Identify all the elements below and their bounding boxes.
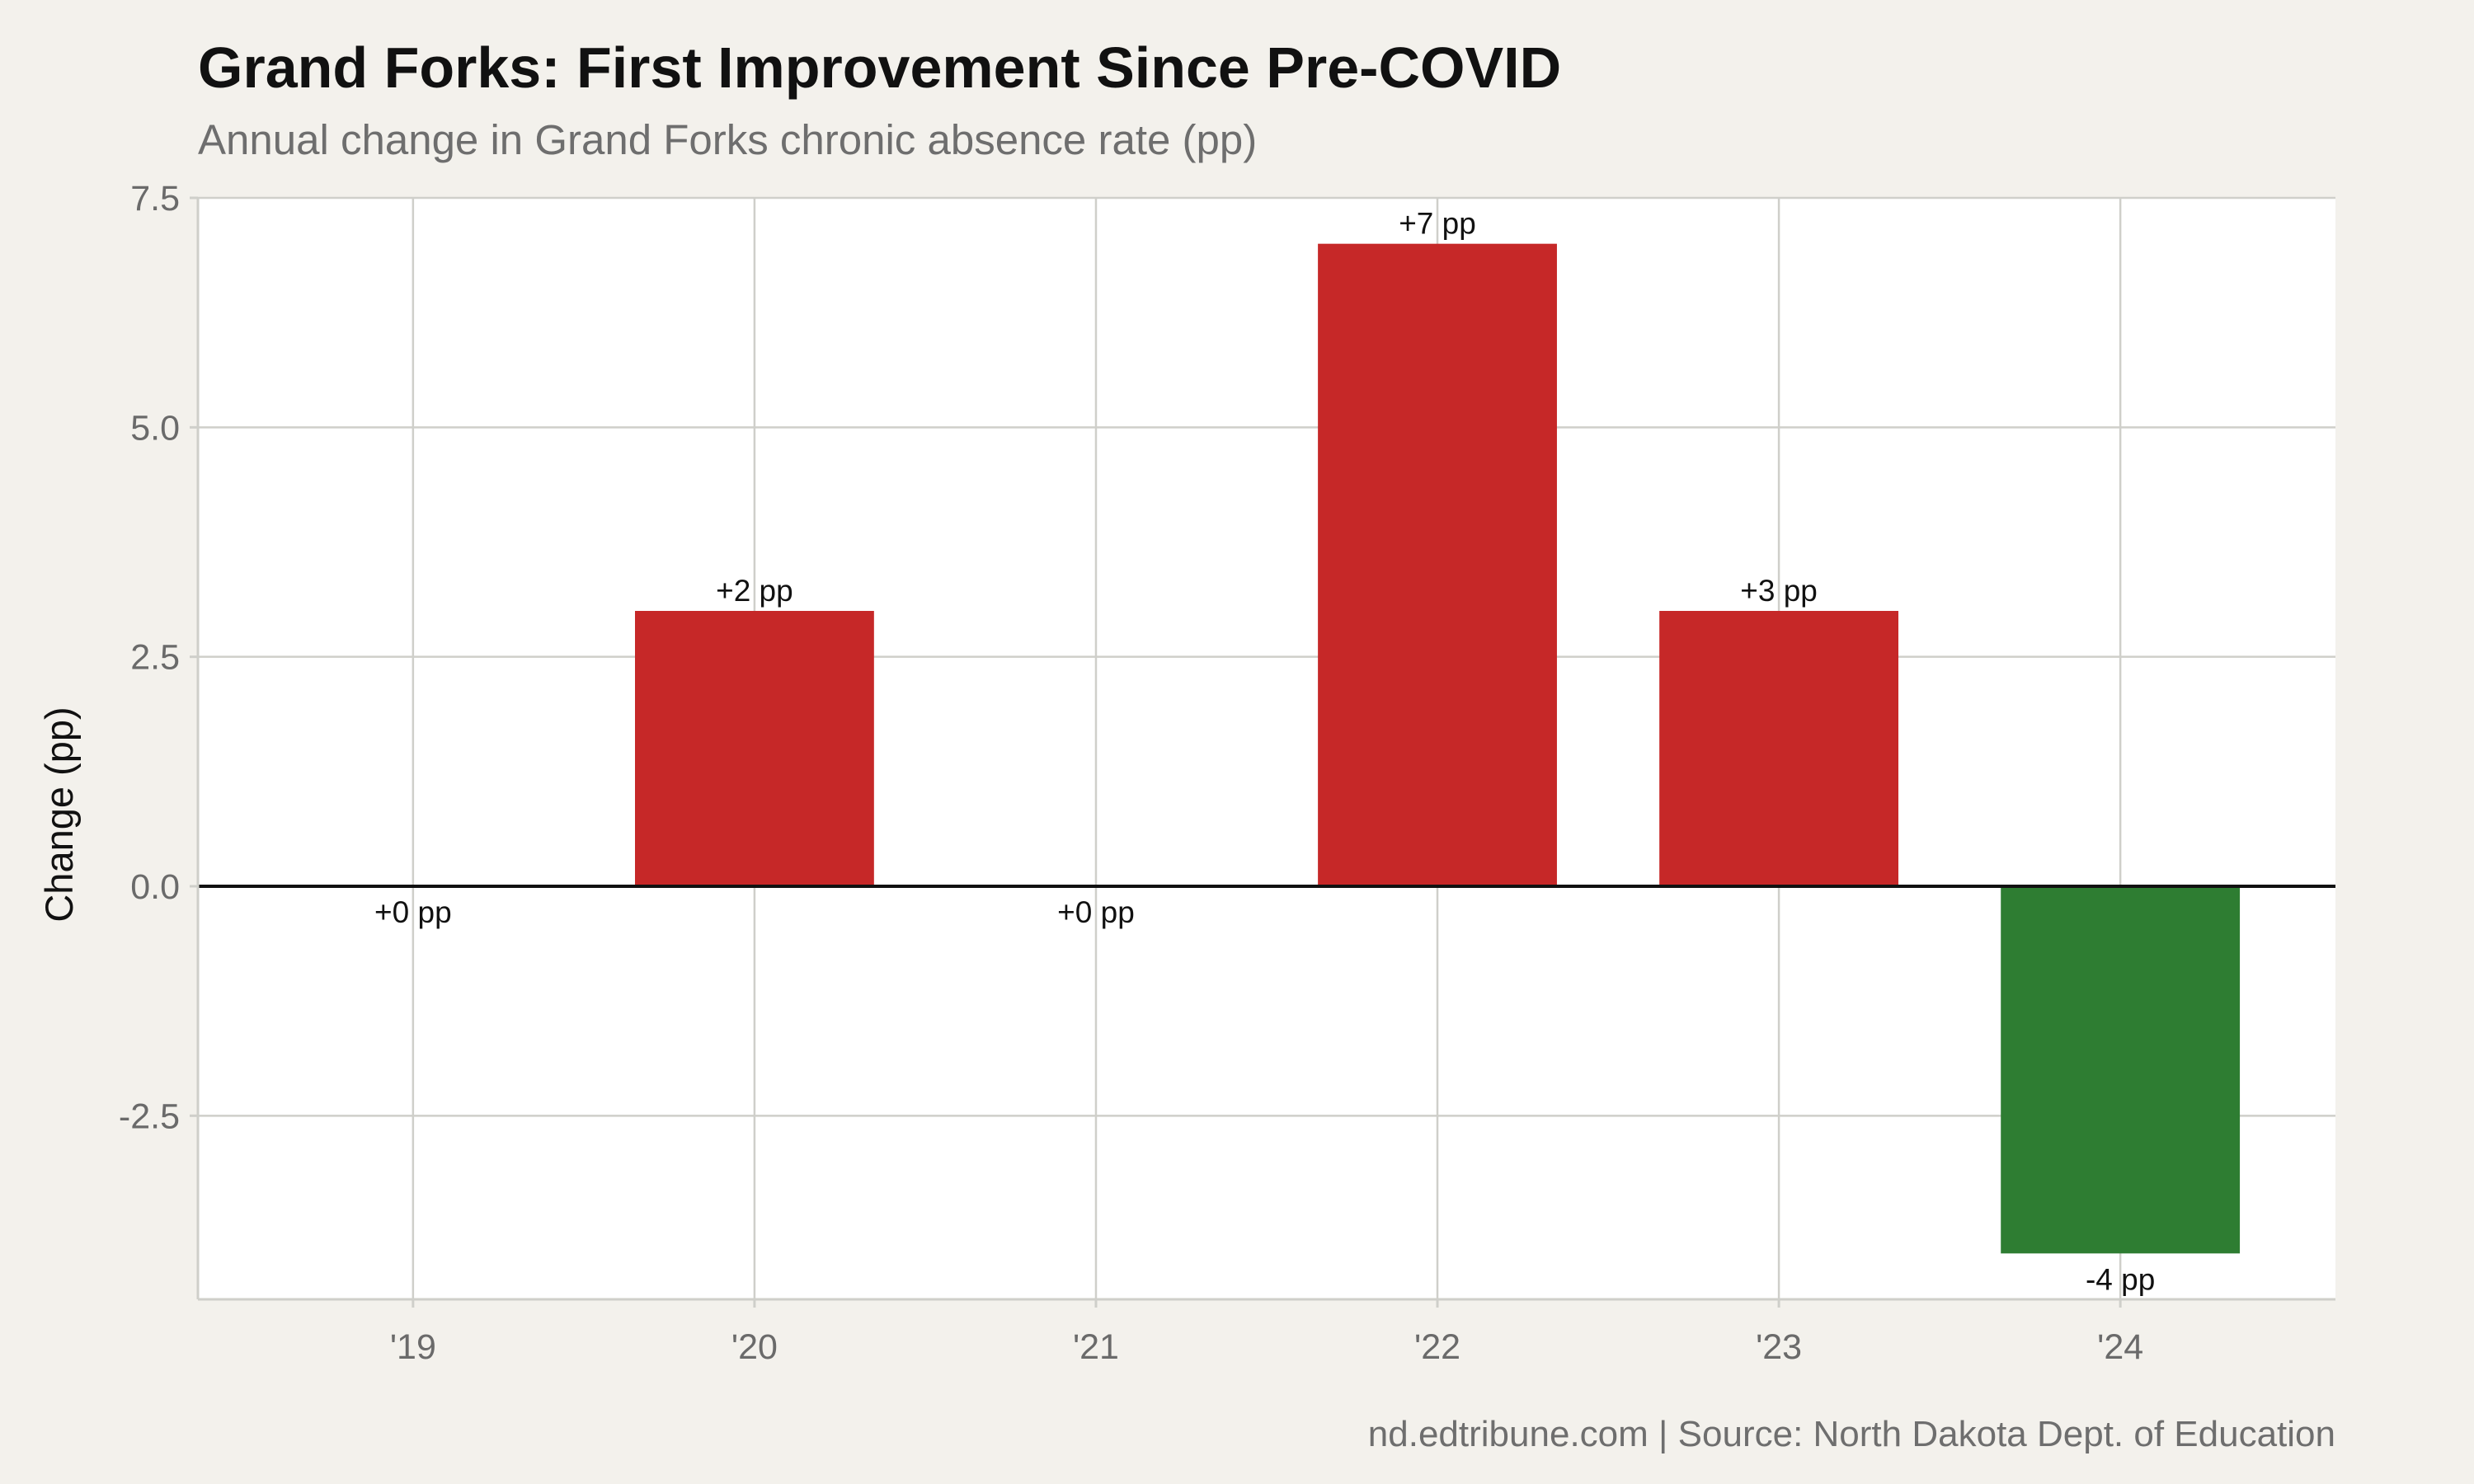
y-tick-label: 5.0 — [130, 408, 180, 448]
data-label: +3 pp — [1740, 574, 1818, 608]
axes: -2.5 0.0 2.5 5.0 7.5 '19 '20 '21 '22 '23 '24 — [119, 179, 2335, 1367]
x-tick-label: '19 — [390, 1327, 436, 1367]
x-tick-label: '24 — [2097, 1327, 2143, 1367]
x-tick-label: '20 — [731, 1327, 778, 1367]
x-tick-label: '23 — [1756, 1327, 1802, 1367]
x-tick-label: '21 — [1073, 1327, 1119, 1367]
data-label: +2 pp — [716, 574, 793, 608]
data-label: +0 pp — [1057, 895, 1135, 929]
data-label: +7 pp — [1399, 207, 1476, 241]
bar-4 — [1659, 611, 1899, 886]
y-tick-label: -2.5 — [119, 1097, 180, 1136]
y-tick-label: 7.5 — [130, 179, 180, 218]
data-labels: +0 pp +2 pp +0 pp +7 pp +3 pp -4 pp — [374, 207, 2155, 1297]
source-caption: nd.edtribune.com | Source: North Dakota … — [1367, 1414, 2335, 1454]
x-tick-label: '22 — [1414, 1327, 1460, 1367]
bar-5 — [2001, 886, 2241, 1254]
y-axis-title: Change (pp) — [37, 707, 81, 922]
chart-subtitle: Annual change in Grand Forks chronic abs… — [198, 116, 1258, 163]
chart-title: Grand Forks: First Improvement Since Pre… — [198, 35, 1562, 100]
y-tick-label: 0.0 — [130, 867, 180, 907]
bar-1 — [634, 611, 874, 886]
bars — [634, 243, 2241, 1254]
bar-3 — [1318, 243, 1557, 887]
data-label: -4 pp — [2086, 1262, 2155, 1296]
data-label: +0 pp — [374, 895, 452, 929]
y-tick-label: 2.5 — [130, 638, 180, 678]
